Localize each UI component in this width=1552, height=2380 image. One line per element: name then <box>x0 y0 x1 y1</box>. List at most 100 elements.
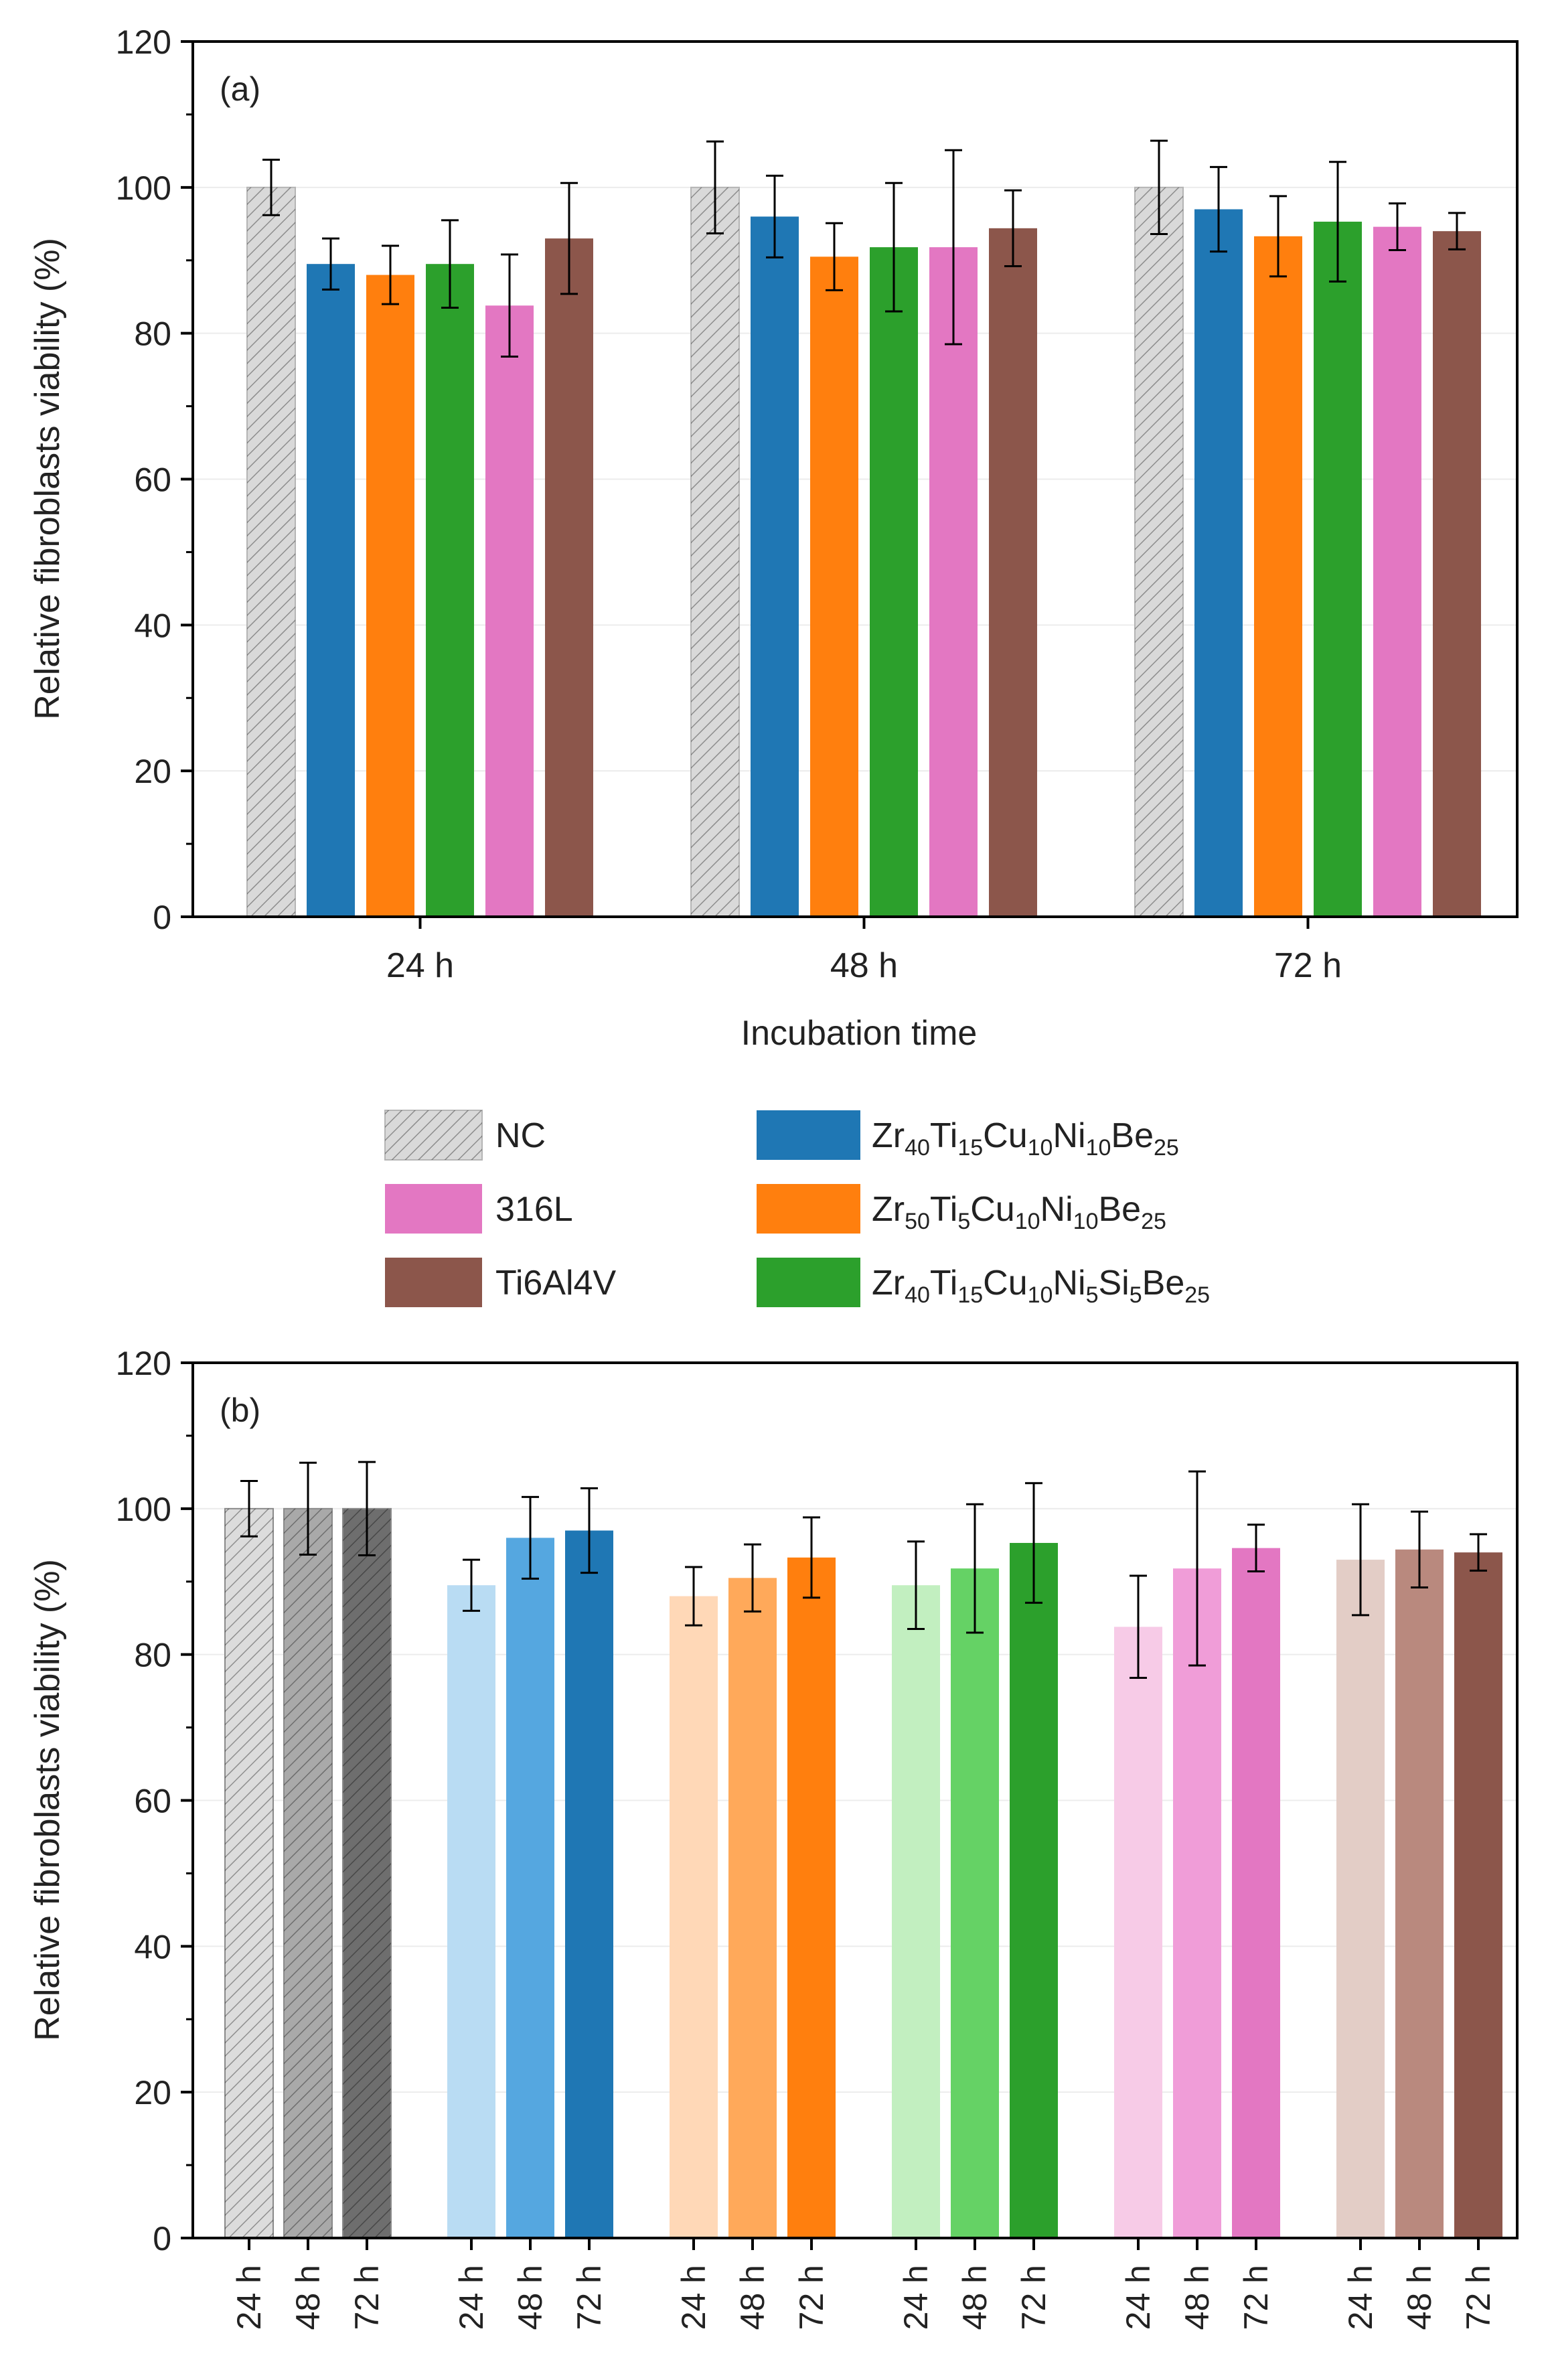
b-error-bar <box>1130 1574 1147 1680</box>
b-x-tick-label: 48 h <box>734 2265 771 2330</box>
a-y-tick-label: 80 <box>134 315 171 353</box>
a-error-bar <box>885 181 903 313</box>
a-y-axis-title: Relative fibroblasts viability (%) <box>28 238 67 720</box>
a-error-bar <box>1150 139 1168 236</box>
b-x-tick-label: 24 h <box>230 2265 268 2330</box>
legend-item-alloy1: Zr40Ti15Cu10Ni10Be25 <box>757 1110 1179 1161</box>
a-error-bar <box>441 219 459 309</box>
a-bar-hatch <box>1135 187 1183 917</box>
b-x-tick-label: 72 h <box>1237 2265 1275 2330</box>
b-bar-ti64-48h <box>1395 1549 1444 2238</box>
a-bar-ti64-48h <box>989 228 1037 917</box>
b-error-bar <box>803 1516 820 1599</box>
b-y-tick-label: 40 <box>134 1928 171 1965</box>
b-x-tick-label: 48 h <box>1401 2265 1438 2330</box>
b-y-tick-label: 80 <box>134 1637 171 1674</box>
b-x-tick-label: 72 h <box>793 2265 830 2330</box>
a-error-bar <box>706 140 724 234</box>
b-bar-hatch <box>225 1508 273 2238</box>
b-x-tick-label: 24 h <box>453 2265 490 2330</box>
b-y-tick-label: 20 <box>134 2074 171 2111</box>
a-error-bar <box>826 222 843 291</box>
b-error-bar <box>580 1487 598 1574</box>
a-bar-alloy1-72h <box>1194 209 1243 917</box>
legend-swatch-alloy2 <box>757 1184 860 1234</box>
b-x-tick-label: 48 h <box>512 2265 549 2330</box>
a-error-bar <box>766 174 783 258</box>
b-y-axis-title: Relative fibroblasts viability (%) <box>28 1559 67 2041</box>
a-bar-hatch <box>247 187 295 917</box>
b-x-tick-label: 72 h <box>1015 2265 1053 2330</box>
a-error-bar <box>945 149 962 346</box>
b-x-tick-label: 24 h <box>1119 2265 1157 2330</box>
b-y-tick-label: 120 <box>116 1345 171 1382</box>
b-error-bar <box>1470 1533 1487 1572</box>
legend-label-ss316: 316L <box>495 1190 573 1229</box>
b-error-bar <box>358 1461 376 1557</box>
a-y-tick-label: 60 <box>134 461 171 499</box>
legend-swatch-hatch <box>385 1110 482 1160</box>
legend-label-ti64: Ti6Al4V <box>495 1264 616 1303</box>
a-bar-ss316-48h <box>929 247 978 917</box>
b-error-bar <box>1025 1482 1042 1604</box>
b-gridlines <box>193 1507 1517 2093</box>
b-error-bar <box>685 1566 702 1627</box>
a-error-bar <box>1448 212 1466 250</box>
a-y-tick-label: 0 <box>153 899 171 936</box>
b-x-tick-label: 24 h <box>675 2265 712 2330</box>
a-error-bar <box>262 158 280 216</box>
b-y-ticks: 0 20 40 60 80 100 120 <box>116 1345 193 2257</box>
a-x-tick-label: 72 h <box>1274 946 1342 985</box>
b-x-tick-label: 72 h <box>348 2265 386 2330</box>
a-y-tick-label: 120 <box>116 23 171 61</box>
b-y-tick-label: 100 <box>116 1491 171 1528</box>
b-bar-ss316-72h <box>1232 1548 1280 2238</box>
a-bar-alloy2-24h <box>366 275 414 917</box>
b-x-tick-label: 72 h <box>570 2265 608 2330</box>
b-error-bar <box>522 1495 539 1580</box>
b-error-bar <box>907 1540 925 1631</box>
b-bar-alloy1-72h <box>565 1530 613 2238</box>
b-error-bar <box>240 1479 258 1538</box>
legend-item-ss316: 316L <box>385 1184 573 1234</box>
panel-a: 0 20 40 60 80 100 120 24 h 48 h 72 h (a) Relativ… <box>28 23 1519 1053</box>
a-bar-alloy2-48h <box>810 256 858 917</box>
a-y-tick-label: 20 <box>134 753 171 790</box>
b-error-bar <box>1352 1503 1369 1617</box>
b-bar-hatch <box>284 1508 332 2238</box>
a-error-bar <box>1004 189 1022 267</box>
a-bar-alloy3-48h <box>870 247 918 917</box>
a-bar-ti64-72h <box>1433 231 1481 917</box>
b-bar-alloy1-48h <box>506 1538 554 2238</box>
b-bar-ti64-72h <box>1454 1552 1502 2238</box>
a-bar-alloy1-48h <box>751 216 799 917</box>
b-bar-ss316-48h <box>1173 1568 1221 2238</box>
a-bar-alloy3-72h <box>1314 222 1362 917</box>
a-error-bars <box>262 139 1466 358</box>
a-error-bar <box>322 237 339 291</box>
a-bars <box>246 186 1481 917</box>
b-error-bar <box>299 1461 317 1556</box>
legend-item-ti64: Ti6Al4V <box>385 1258 616 1307</box>
b-y-tick-label: 0 <box>153 2220 171 2257</box>
a-error-bar <box>1210 165 1227 253</box>
legend-item-nc: NC <box>384 1110 546 1161</box>
legend: NC 316L Ti6Al4V Zr40Ti15Cu10Ni10Be25 Zr50Ti5… <box>384 1110 1210 1308</box>
a-y-ticks: 0 20 40 60 80 100 120 <box>116 23 193 936</box>
b-bar-alloy2-48h <box>728 1578 777 2238</box>
a-y-tick-label: 100 <box>116 169 171 207</box>
a-x-ticks: 24 h 48 h 72 h <box>386 917 1342 985</box>
b-error-bar <box>1188 1470 1206 1667</box>
legend-item-alloy3: Zr40Ti15Cu10Ni5Si5Be25 <box>757 1258 1210 1308</box>
a-bar-alloy3-24h <box>426 264 474 917</box>
a-error-bar <box>1329 161 1346 283</box>
b-x-tick-label: 24 h <box>897 2265 935 2330</box>
a-bar-ti64-24h <box>545 238 593 917</box>
b-error-bar <box>463 1558 480 1612</box>
b-x-ticks: 24 h 48 h 72 h 24 h 48 h 72 h 24 h 48 h 72 h 24 h… <box>230 2238 1497 2330</box>
legend-label-alloy2: Zr50Ti5Cu10Ni10Be25 <box>872 1190 1166 1234</box>
a-bar-hatch <box>691 187 739 917</box>
b-x-tick-label: 48 h <box>956 2265 994 2330</box>
a-x-tick-label: 48 h <box>830 946 898 985</box>
